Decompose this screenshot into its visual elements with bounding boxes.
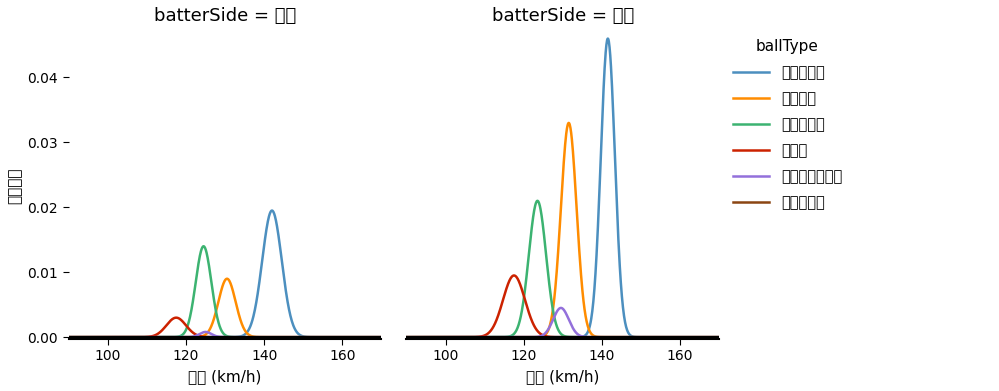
ストレート: [523, 335, 535, 339]
ストレート: [655, 335, 667, 339]
フォーク: [623, 335, 635, 339]
フォーク: [562, 120, 574, 125]
フォーク: [417, 335, 429, 339]
スライダー: [623, 335, 635, 339]
カーブ: [536, 333, 548, 337]
ストレート: [535, 335, 547, 339]
Line: スライダー: スライダー: [387, 201, 739, 337]
チェンジアップ: [733, 335, 745, 339]
チェンジアップ: [417, 335, 429, 339]
フォーク: [733, 335, 745, 339]
Line: チェンジアップ: チェンジアップ: [387, 308, 739, 337]
カーブ: [655, 335, 667, 339]
スライダー: [531, 199, 543, 203]
フォーク: [655, 335, 667, 339]
スライダー: [733, 335, 745, 339]
フォーク: [381, 335, 393, 339]
スライダー: [523, 249, 535, 253]
チェンジアップ: [623, 335, 635, 339]
ストレート: [623, 332, 635, 336]
Legend: ストレート, フォーク, スライダー, カーブ, チェンジアップ, ツーシーム: ストレート, フォーク, スライダー, カーブ, チェンジアップ, ツーシーム: [733, 39, 842, 210]
カーブ: [381, 335, 393, 339]
ストレート: [601, 36, 613, 41]
フォーク: [662, 335, 674, 339]
カーブ: [508, 273, 520, 278]
カーブ: [733, 335, 745, 339]
チェンジアップ: [662, 335, 674, 339]
ストレート: [733, 335, 745, 339]
スライダー: [536, 218, 548, 223]
フォーク: [523, 335, 535, 339]
ストレート: [381, 335, 393, 339]
チェンジアップ: [523, 335, 535, 339]
Y-axis label: 確率密度: 確率密度: [7, 167, 22, 204]
Title: batterSide = 右打: batterSide = 右打: [492, 7, 634, 25]
ストレート: [662, 335, 674, 339]
チェンジアップ: [381, 335, 393, 339]
カーブ: [662, 335, 674, 339]
X-axis label: 球速 (km/h): 球速 (km/h): [189, 369, 262, 384]
X-axis label: 球速 (km/h): 球速 (km/h): [526, 369, 599, 384]
Line: ストレート: ストレート: [387, 39, 739, 337]
Title: batterSide = 左打: batterSide = 左打: [154, 7, 296, 25]
Line: フォーク: フォーク: [387, 123, 739, 337]
カーブ: [623, 335, 635, 339]
フォーク: [535, 334, 547, 339]
チェンジアップ: [655, 335, 667, 339]
Line: カーブ: カーブ: [387, 276, 739, 337]
カーブ: [417, 335, 429, 339]
カーブ: [523, 312, 535, 317]
チェンジアップ: [535, 333, 547, 338]
スライダー: [662, 335, 674, 339]
スライダー: [655, 335, 667, 339]
スライダー: [381, 335, 393, 339]
チェンジアップ: [555, 306, 567, 310]
スライダー: [417, 335, 429, 339]
ストレート: [417, 335, 429, 339]
